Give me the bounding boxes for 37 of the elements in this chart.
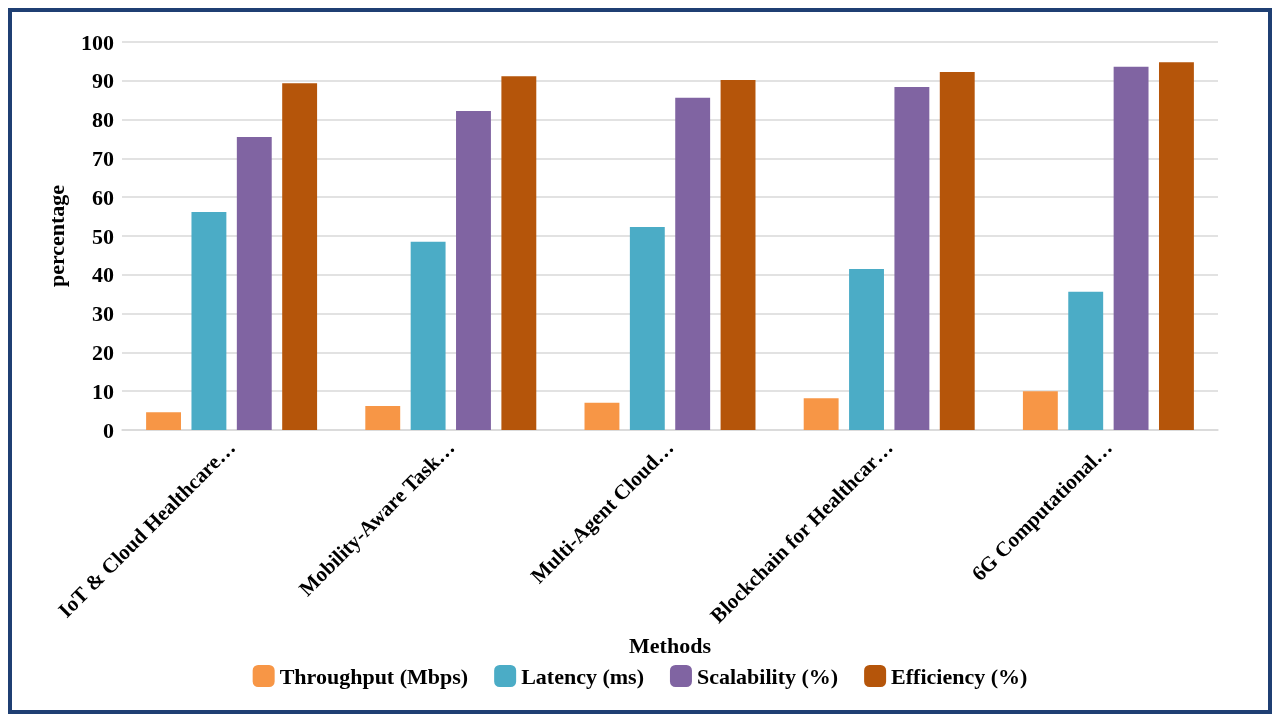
bar: [894, 87, 930, 430]
bar: [365, 405, 401, 430]
bar: [629, 227, 665, 430]
bar: [1113, 66, 1149, 430]
bar: [146, 412, 182, 430]
y-tick-label: 80: [92, 107, 114, 133]
legend-label: Latency (ms): [521, 663, 644, 689]
bar: [1022, 391, 1058, 430]
legend-label: Efficiency (%): [891, 663, 1028, 689]
y-axis-title: percentage: [43, 184, 69, 288]
bar: [191, 211, 227, 430]
bar: [410, 241, 446, 430]
bar: [236, 137, 272, 430]
bar: [675, 97, 711, 430]
bar: [803, 398, 839, 430]
bar: [720, 80, 756, 430]
y-tick-label: 40: [92, 262, 114, 288]
bar: [584, 402, 620, 430]
y-tick-label: 30: [92, 301, 114, 327]
y-tick-label: 70: [92, 145, 114, 171]
y-tick-label: 60: [92, 184, 114, 210]
y-tick-label: 10: [92, 378, 114, 404]
legend-label: Throughput (Mbps): [279, 663, 469, 689]
x-axis-title: Methods: [629, 632, 712, 658]
bar: [1158, 62, 1194, 430]
bar: [282, 83, 318, 430]
bar: [939, 71, 975, 430]
y-tick-label: 50: [92, 223, 114, 249]
y-tick-label: 20: [92, 339, 114, 365]
bar: [501, 76, 537, 430]
legend-label: Scalability (%): [696, 663, 839, 689]
bar: [849, 268, 884, 430]
y-tick-label: 0: [103, 417, 114, 443]
bar: [456, 111, 491, 430]
y-tick-label: 100: [81, 29, 114, 55]
bar: [1068, 291, 1104, 430]
y-tick-label: 90: [92, 68, 114, 94]
